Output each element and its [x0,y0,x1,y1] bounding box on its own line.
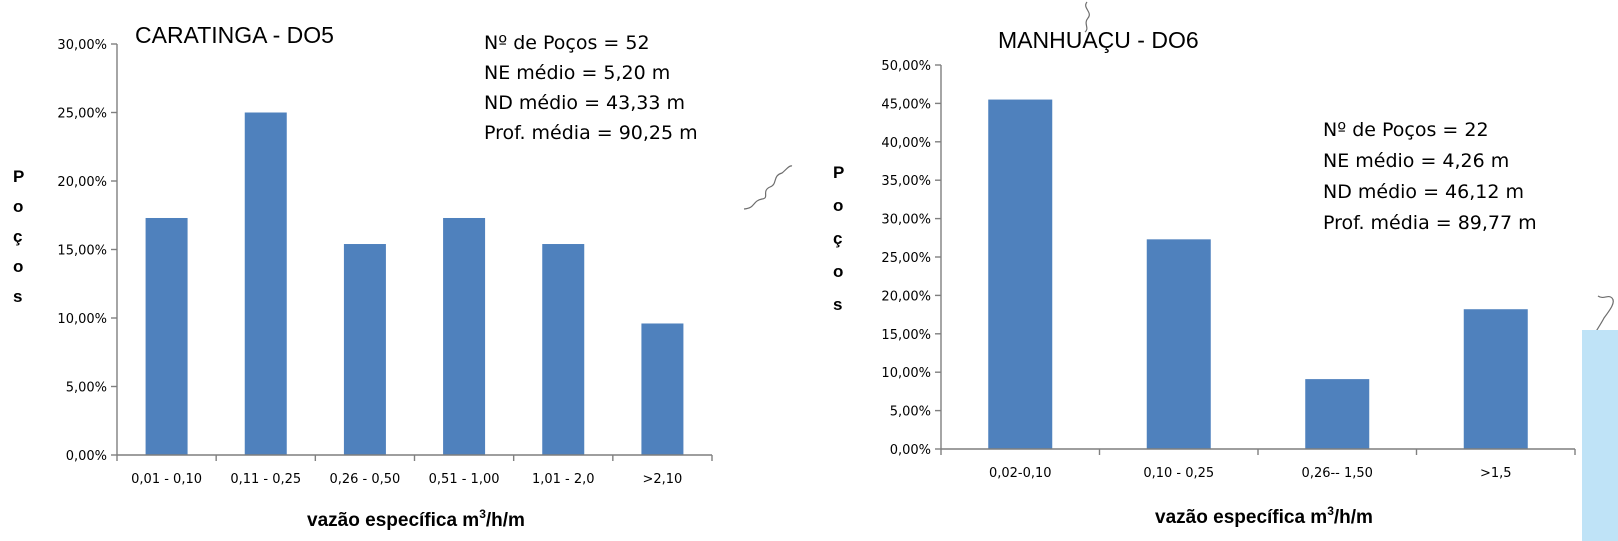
stat-line: NE médio = 5,20 m [484,62,670,84]
x-tick-label: 0,26-- 1,50 [1302,466,1373,481]
y-tick-label: 0,00% [890,443,931,458]
y-tick-label: 0,00% [66,449,107,464]
x-tick-label: 0,02-0,10 [989,466,1052,481]
y-tick-label: 35,00% [881,174,931,189]
bar [641,323,684,455]
stat-line: ND médio = 46,12 m [1323,181,1524,203]
y-tick-label: 25,00% [881,251,931,266]
x-tick-label: >2,10 [642,472,682,487]
bar [343,244,386,455]
y-tick-label: 10,00% [57,312,107,327]
x-tick-label: >1,5 [1480,466,1512,481]
y-axis-label-letter: o [13,257,23,276]
x-tick-label: 0,51 - 1,00 [429,472,500,487]
stat-line: Prof. média = 89,77 m [1323,212,1537,234]
y-tick-label: 25,00% [57,107,107,122]
y-axis-label: P o ç o s [833,163,844,314]
chart-title: MANHUAÇU - DO6 [998,27,1199,53]
bar [443,217,486,455]
chart-title: CARATINGA - DO5 [135,22,334,48]
y-axis-label-letter: P [13,167,24,186]
stat-line: ND médio = 43,33 m [484,92,685,114]
bar [1305,379,1370,449]
bar [1146,239,1211,449]
y-tick-label: 30,00% [881,213,931,228]
y-axis-label-letter: o [833,196,843,215]
stat-line: NE médio = 4,26 m [1323,150,1509,172]
plot-area: 0,00% 5,00% 10,00% 15,00% 20,00% 25,00% 30,00%… [881,59,1576,481]
y-tick-label: 30,00% [57,38,107,53]
x-axis-label: vazão específica m3/h/m [307,507,525,531]
bar [244,112,287,455]
bar [145,217,188,455]
y-axis-label-letter: s [13,287,22,306]
y-axis-label-letter: s [833,295,842,314]
light-blue-panel [1582,330,1618,541]
x-tick-label: 0,10 - 0,25 [1143,466,1214,481]
bar [542,244,585,455]
bar [988,99,1053,449]
x-tick-label: 0,26 - 0,50 [329,472,400,487]
map-line-top [1084,1,1090,33]
y-tick-label: 5,00% [890,405,931,420]
x-tick-label: 0,11 - 0,25 [230,472,301,487]
y-axis-label-letter: ç [13,227,22,246]
y-axis-label: P o ç o s [13,167,24,306]
y-axis-label-letter: P [833,163,844,182]
bar [1463,309,1528,449]
x-tick-label: 0,01 - 0,10 [131,472,202,487]
y-tick-label: 15,00% [881,328,931,343]
chart-caratinga: CARATINGA - DO5 Nº de Poços = 52 NE médi… [13,22,713,531]
y-tick-label: 40,00% [881,136,931,151]
y-tick-label: 20,00% [881,289,931,304]
stat-line: Prof. média = 90,25 m [484,122,698,144]
chart-manhuacu: MANHUAÇU - DO6 Nº de Poços = 22 NE médio… [833,27,1576,528]
y-axis-label-letter: ç [833,229,842,248]
stat-line: Nº de Poços = 52 [484,32,650,54]
plot-area: 0,00% 5,00% 10,00% 15,00% 20,00% 25,00% 30,00%… [57,38,713,487]
y-tick-label: 50,00% [881,59,931,74]
stat-line: Nº de Poços = 22 [1323,119,1489,141]
y-axis-label-letter: o [13,197,23,216]
map-line-left [743,165,793,210]
y-tick-label: 10,00% [881,366,931,381]
y-tick-label: 45,00% [881,97,931,112]
y-axis-label-letter: o [833,262,843,281]
x-tick-label: 1,01 - 2,0 [532,472,595,487]
x-axis-label: vazão específica m3/h/m [1155,504,1373,528]
y-tick-label: 20,00% [57,175,107,190]
y-tick-label: 5,00% [66,381,107,396]
y-tick-label: 15,00% [57,244,107,259]
